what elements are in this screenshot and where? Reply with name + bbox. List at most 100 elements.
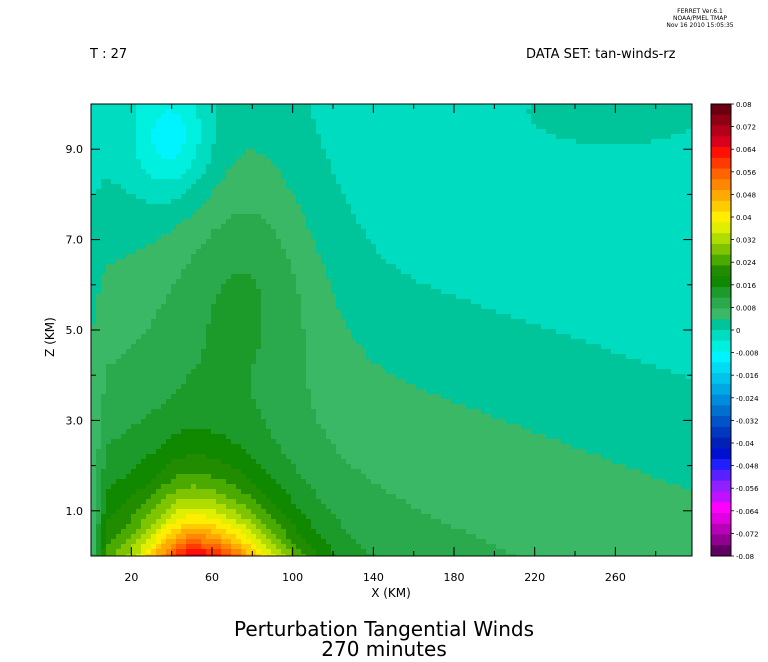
field-cell <box>406 139 412 145</box>
field-cell <box>681 109 687 115</box>
field-cell <box>601 284 607 290</box>
field-cell <box>586 279 592 285</box>
field-cell <box>166 149 172 155</box>
field-cell <box>256 149 262 155</box>
field-cell <box>116 304 122 310</box>
field-cell <box>616 264 622 270</box>
field-cell <box>131 229 137 235</box>
field-cell <box>511 299 517 305</box>
field-cell <box>666 229 672 235</box>
field-cell <box>546 274 552 280</box>
field-cell <box>341 304 347 310</box>
field-cell <box>326 129 332 135</box>
field-cell <box>221 204 227 210</box>
field-cell <box>181 254 187 260</box>
field-cell <box>516 104 522 110</box>
field-cell <box>366 219 372 225</box>
field-cell <box>591 264 597 270</box>
field-cell <box>406 209 412 215</box>
field-cell <box>551 174 557 180</box>
field-cell <box>426 244 432 250</box>
field-cell <box>96 124 102 130</box>
field-cell <box>286 174 292 180</box>
field-cell <box>516 114 522 120</box>
field-cell <box>351 269 357 275</box>
field-cell <box>306 139 312 145</box>
field-cell <box>166 244 172 250</box>
field-cell <box>431 174 437 180</box>
field-cell <box>171 124 177 130</box>
field-cell <box>536 269 542 275</box>
field-cell <box>341 129 347 135</box>
field-cell <box>191 209 197 215</box>
field-cell <box>636 144 642 150</box>
field-cell <box>446 229 452 235</box>
field-cell <box>126 169 132 175</box>
field-cell <box>361 214 367 220</box>
field-cell <box>181 139 187 145</box>
field-cell <box>101 304 107 310</box>
field-cell <box>406 104 412 110</box>
field-cell <box>551 114 557 120</box>
field-cell <box>111 264 117 270</box>
field-cell <box>306 239 312 245</box>
field-cell <box>231 299 237 305</box>
field-cell <box>381 279 387 285</box>
field-cell <box>151 249 157 255</box>
field-cell <box>321 154 327 160</box>
field-cell <box>161 119 167 125</box>
field-cell <box>246 274 252 280</box>
field-cell <box>671 154 677 160</box>
field-cell <box>646 219 652 225</box>
field-cell <box>346 109 352 115</box>
field-cell <box>276 264 282 270</box>
field-cell <box>471 264 477 270</box>
field-cell <box>581 114 587 120</box>
field-cell <box>566 214 572 220</box>
field-cell <box>416 279 422 285</box>
field-cell <box>286 289 292 295</box>
field-cell <box>336 259 342 265</box>
field-cell <box>346 254 352 260</box>
field-cell <box>411 119 417 125</box>
field-cell <box>421 279 427 285</box>
field-cell <box>636 199 642 205</box>
field-cell <box>666 259 672 265</box>
field-cell <box>601 289 607 295</box>
field-cell <box>431 224 437 230</box>
field-cell <box>186 194 192 200</box>
field-cell <box>91 259 97 265</box>
field-cell <box>431 299 437 305</box>
field-cell <box>561 189 567 195</box>
field-cell <box>146 219 152 225</box>
field-cell <box>456 304 462 310</box>
field-cell <box>591 219 597 225</box>
field-cell <box>351 119 357 125</box>
field-cell <box>566 274 572 280</box>
field-cell <box>416 129 422 135</box>
field-cell <box>476 304 482 310</box>
field-cell <box>131 224 137 230</box>
field-cell <box>626 269 632 275</box>
field-cell <box>306 284 312 290</box>
field-cell <box>606 149 612 155</box>
field-cell <box>256 219 262 225</box>
field-cell <box>686 144 692 150</box>
field-cell <box>646 244 652 250</box>
field-cell <box>656 259 662 265</box>
field-cell <box>286 284 292 290</box>
field-cell <box>111 159 117 165</box>
field-cell <box>406 214 412 220</box>
field-cell <box>121 179 127 185</box>
field-cell <box>466 214 472 220</box>
field-cell <box>676 304 682 310</box>
field-cell <box>326 244 332 250</box>
field-cell <box>556 264 562 270</box>
field-cell <box>111 229 117 235</box>
field-cell <box>381 254 387 260</box>
field-cell <box>491 164 497 170</box>
field-cell <box>476 189 482 195</box>
field-cell <box>556 184 562 190</box>
field-cell <box>451 234 457 240</box>
field-cell <box>281 209 287 215</box>
